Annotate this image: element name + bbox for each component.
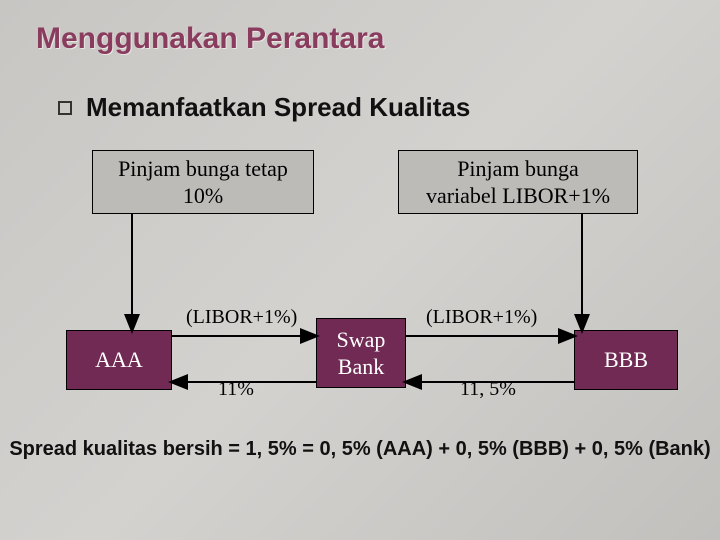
edge-label-libor-right: (LIBOR+1%) [426,306,537,329]
box-aaa: AAA [66,330,172,390]
bullet-row: Memanfaatkan Spread Kualitas [58,92,470,123]
edge-label-libor-left: (LIBOR+1%) [186,306,297,329]
box-label: Pinjam bungavariabel LIBOR+1% [426,155,610,210]
box-pinjam-variabel: Pinjam bungavariabel LIBOR+1% [398,150,638,214]
slide-subtitle: Memanfaatkan Spread Kualitas [86,92,470,123]
box-swap-bank: SwapBank [316,318,406,388]
bullet-square-icon [58,101,72,115]
box-label: SwapBank [337,326,386,381]
edge-label-11: 11% [218,378,254,401]
footer-text: Spread kualitas bersih = 1, 5% = 0, 5% (… [0,438,720,461]
box-label: Pinjam bunga tetap10% [118,155,288,210]
box-label: BBB [604,346,648,374]
edge-label-11-5: 11, 5% [460,378,516,401]
box-label: AAA [95,346,143,374]
box-pinjam-tetap: Pinjam bunga tetap10% [92,150,314,214]
box-bbb: BBB [574,330,678,390]
slide-title: Menggunakan Perantara [36,22,384,56]
